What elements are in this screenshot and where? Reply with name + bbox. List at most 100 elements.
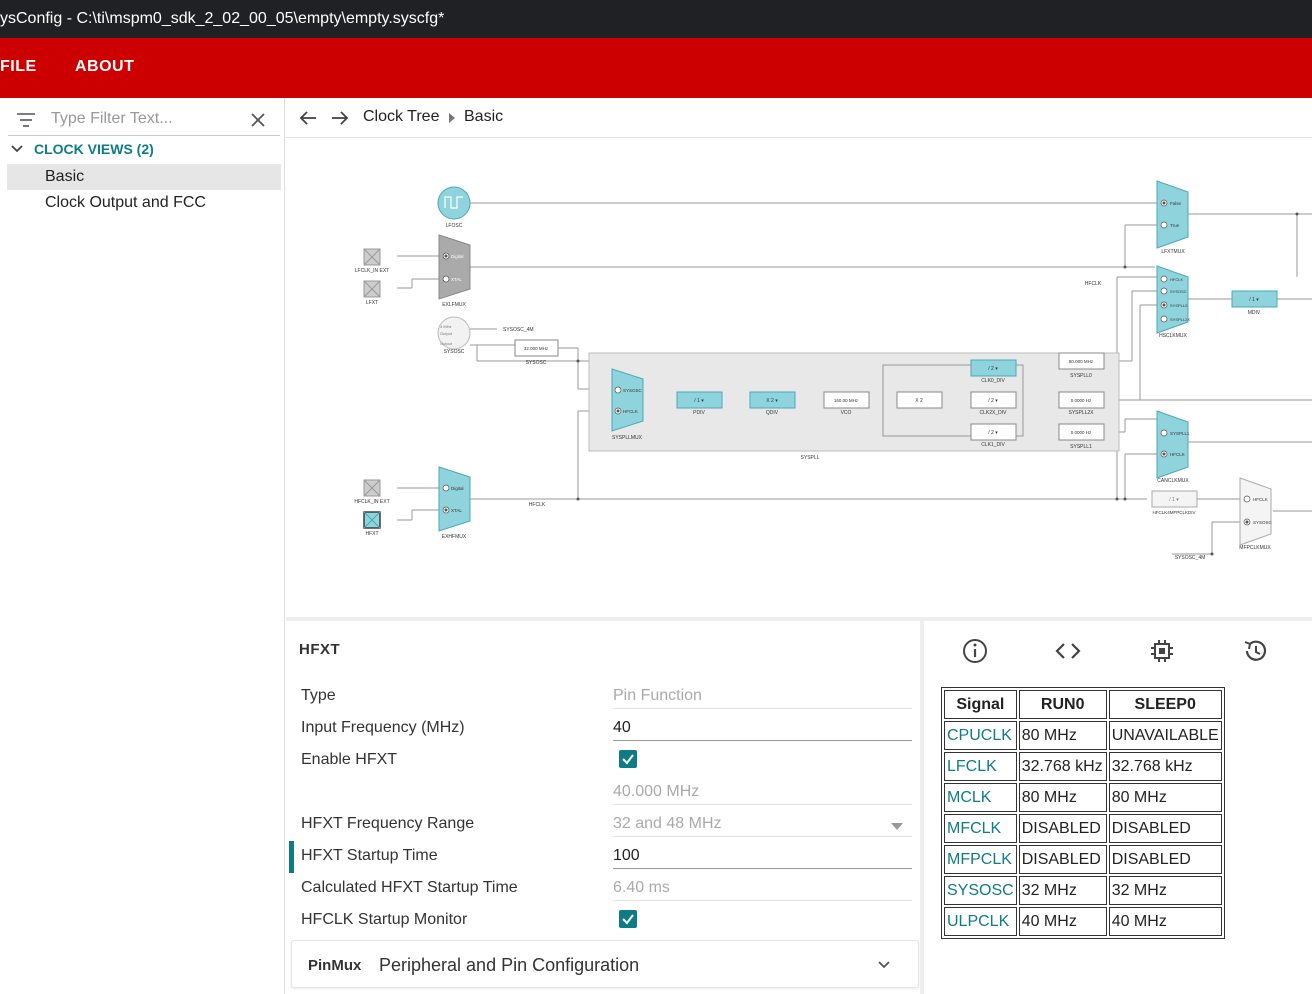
properties-panel: HFXT Type Pin Function Input Frequency (… xyxy=(286,621,922,994)
hfxt-frequency-range-select[interactable]: 32 and 48 MHz xyxy=(613,815,912,837)
back-arrow-icon[interactable] xyxy=(299,110,317,126)
clear-filter-icon[interactable] xyxy=(250,112,266,128)
hfclk-label-2: HFCLK xyxy=(1085,281,1102,287)
chip-icon[interactable] xyxy=(1148,637,1176,665)
menu-about[interactable]: ABOUT xyxy=(75,58,135,75)
syspllmux-node[interactable] xyxy=(611,368,644,432)
window-title: ysConfig - C:\ti\mspm0_sdk_2_02_00_05\em… xyxy=(0,10,445,27)
history-icon[interactable] xyxy=(1242,637,1270,665)
table-row: CPUCLK 80 MHz UNAVAILABLE xyxy=(944,721,1222,750)
input-frequency-field[interactable]: 40 xyxy=(613,719,912,741)
checkmark-icon xyxy=(622,754,634,765)
property-label: Type xyxy=(301,687,336,704)
hfclk4mfpclkdiv-select[interactable] xyxy=(1151,490,1198,508)
tree-item-basic[interactable]: Basic xyxy=(7,164,281,190)
syspll-label: SYSPLL xyxy=(801,455,820,461)
clk0div-label: CLK0_DIV xyxy=(981,378,1005,384)
lfxt-label: LFXT xyxy=(366,300,378,306)
exhfmux-opt-label: XTAL xyxy=(451,508,462,513)
dropdown-arrow-icon[interactable] xyxy=(891,823,903,830)
code-icon[interactable] xyxy=(1054,637,1082,665)
exlfmux-node[interactable] xyxy=(438,234,471,300)
signal-link[interactable]: MCLK xyxy=(944,783,1017,812)
menu-file[interactable]: FILE xyxy=(0,58,37,75)
exlfmux-opt-label: XTAL xyxy=(451,277,462,282)
signal-link[interactable]: MFCLK xyxy=(944,814,1017,843)
x2-box xyxy=(896,391,943,409)
exlfmux-label: EXLFMUX xyxy=(442,302,466,308)
lfosc-node[interactable] xyxy=(437,186,471,220)
breadcrumb-clock-tree[interactable]: Clock Tree xyxy=(363,108,440,125)
enable-hfxt-checkbox[interactable] xyxy=(619,750,637,768)
hfxt-startup-time-field[interactable]: 100 xyxy=(613,847,912,869)
sysosc-label: SYSOSC xyxy=(444,349,465,355)
hfclk-label: HFCLK xyxy=(529,502,546,508)
filter-icon[interactable] xyxy=(17,113,35,127)
pdiv-select[interactable] xyxy=(676,391,723,409)
signal-link[interactable]: SYSOSC xyxy=(944,876,1017,905)
table-row: MFPCLK DISABLED DISABLED xyxy=(944,845,1222,874)
property-label: HFXT Startup Time xyxy=(301,847,438,864)
mdiv-value: / 1 ▾ xyxy=(1249,297,1259,303)
property-hfxt-frequency-range: HFXT Frequency Range 32 and 48 MHz xyxy=(286,809,922,841)
caret-right-icon xyxy=(449,113,455,123)
lfxtmux-opt-label: True xyxy=(1170,223,1180,228)
sysosc-node[interactable] xyxy=(437,316,471,350)
clk2xdiv-select[interactable] xyxy=(970,391,1017,409)
signal-link[interactable]: MFPCLK xyxy=(944,845,1017,874)
tree-item-label: Basic xyxy=(45,168,85,185)
property-label: Enable HFXT xyxy=(301,751,398,768)
canclkmux-opt-label: HFCLK xyxy=(1170,452,1185,457)
table-cell: 32 MHz xyxy=(1108,876,1222,905)
column-header: Signal xyxy=(944,690,1017,719)
qdiv-select[interactable] xyxy=(749,391,796,409)
qdiv-value: X 2 ▾ xyxy=(766,398,778,404)
hsclkmux-opt-label: HFCLK xyxy=(1170,277,1183,282)
checkmark-icon xyxy=(622,914,634,925)
clk0div-value: / 2 ▾ xyxy=(988,366,998,372)
vertical-splitter[interactable] xyxy=(920,621,924,994)
filter-input[interactable]: Type Filter Text... xyxy=(51,110,173,127)
exhfmux-opt-label: Digital xyxy=(451,486,464,491)
syspll0-label: SYSPLL0 xyxy=(1070,373,1092,379)
mfpclkmux-label: MFPCLKMUX xyxy=(1239,545,1271,551)
table-row: MCLK 80 MHz 80 MHz xyxy=(944,783,1222,812)
signal-link[interactable]: ULPCLK xyxy=(944,907,1017,936)
sidebar: Type Filter Text... CLOCK VIEWS (2) Basi… xyxy=(0,98,285,994)
canclkmux-node[interactable] xyxy=(1156,410,1189,479)
tree-item-label: Clock Output and FCC xyxy=(45,194,206,211)
mfpclkmux-opt-label: SYSOSC xyxy=(1253,520,1273,525)
syspll-out-group xyxy=(882,364,1024,437)
clk1div-value: / 2 ▾ xyxy=(988,430,998,436)
clk0div-select[interactable] xyxy=(970,359,1017,377)
mfpclkmux-node[interactable] xyxy=(1239,477,1272,546)
syspll1-box xyxy=(1058,423,1105,441)
info-icon[interactable] xyxy=(961,637,989,665)
table-cell: DISABLED xyxy=(1108,845,1222,874)
chevron-down-icon[interactable] xyxy=(877,960,891,969)
hfclk-startup-monitor-checkbox[interactable] xyxy=(619,910,637,928)
horizontal-splitter[interactable] xyxy=(286,617,1312,621)
hsclkmux-label: HSCLKMUX xyxy=(1159,333,1187,339)
table-cell: 40 MHz xyxy=(1108,907,1222,936)
window-title-bar: ysConfig - C:\ti\mspm0_sdk_2_02_00_05\em… xyxy=(0,0,1312,38)
table-cell: 32.768 kHz xyxy=(1108,752,1222,781)
signal-link[interactable]: CPUCLK xyxy=(944,721,1017,750)
hfxt-frequency-value: 40.000 MHz xyxy=(613,783,912,805)
pinmux-section[interactable]: PinMux Peripheral and Pin Configuration xyxy=(291,940,919,988)
lfxtmux-node[interactable] xyxy=(1156,180,1189,249)
sysosc-inner-label: Output xyxy=(440,341,453,346)
signal-link[interactable]: LFCLK xyxy=(944,752,1017,781)
property-label: HFXT Frequency Range xyxy=(301,815,475,832)
exhfmux-node[interactable] xyxy=(438,466,471,532)
mfpclkmux-opt-label: HFCLK xyxy=(1253,497,1268,502)
mdiv-select[interactable] xyxy=(1231,290,1278,308)
syspll2x-box xyxy=(1058,391,1105,409)
pdiv-value: / 1 ▾ xyxy=(694,398,704,404)
canclkmux-label: CANCLKMUX xyxy=(1157,478,1189,484)
tree-item-clock-output-fcc[interactable]: Clock Output and FCC xyxy=(7,190,281,216)
clk1div-select[interactable] xyxy=(970,423,1017,441)
mdiv-label: MDIV xyxy=(1248,310,1261,316)
forward-arrow-icon[interactable] xyxy=(331,110,349,126)
breadcrumb: Clock Tree Basic xyxy=(286,98,1312,138)
